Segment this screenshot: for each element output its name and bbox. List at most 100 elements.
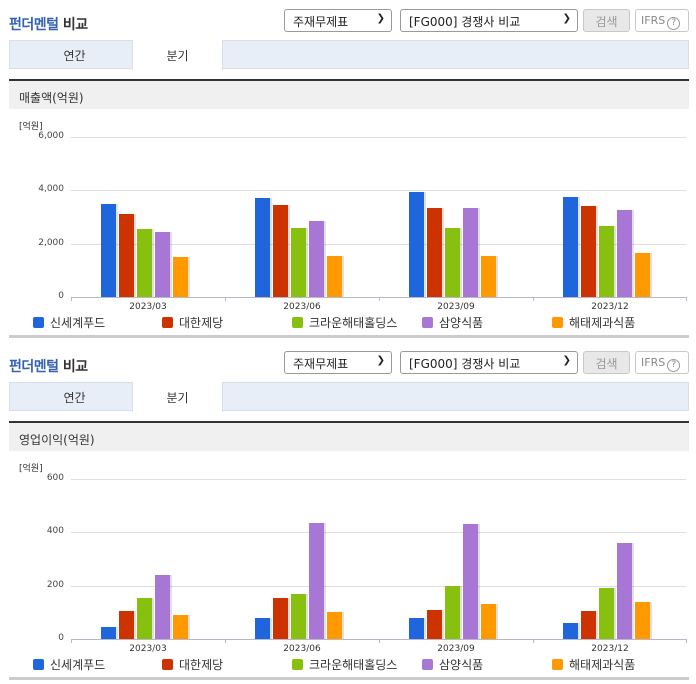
- bar[interactable]: [581, 206, 596, 297]
- title-rest: 비교: [58, 359, 88, 375]
- legend-item[interactable]: 해태제과식품: [552, 656, 635, 673]
- bar[interactable]: [255, 198, 270, 297]
- x-tick-label: 2023/12: [591, 302, 629, 312]
- bar[interactable]: [445, 586, 460, 639]
- bar[interactable]: [427, 208, 442, 297]
- legend-swatch-icon: [33, 659, 44, 670]
- gridline: [71, 532, 686, 534]
- bar[interactable]: [273, 598, 288, 639]
- gridline: [71, 137, 686, 138]
- statement-type-select[interactable]: 주재무제표 ❯: [284, 351, 392, 374]
- compare-group-select[interactable]: [FG000] 경쟁사 비교 ❯: [400, 351, 578, 374]
- bar[interactable]: [291, 228, 306, 297]
- bar[interactable]: [155, 575, 170, 639]
- x-tick-label: 2023/12: [591, 644, 629, 654]
- title-rest: 비교: [58, 17, 88, 33]
- tab-quarterly[interactable]: 분기: [132, 40, 223, 70]
- help-icon[interactable]: ?: [667, 359, 681, 372]
- legend-label: 해태제과식품: [569, 658, 636, 672]
- bar[interactable]: [173, 257, 188, 297]
- bar[interactable]: [137, 229, 152, 297]
- legend-item[interactable]: 해태제과식품: [552, 314, 635, 331]
- ifrs-button[interactable]: IFRS?: [635, 9, 689, 32]
- x-tick-mark: [379, 297, 380, 301]
- legend-item[interactable]: 삼양식품: [422, 656, 483, 673]
- legend-label: 신세계푸드: [50, 658, 106, 672]
- bar[interactable]: [563, 623, 578, 639]
- compare-group-select[interactable]: [FG000] 경쟁사 비교 ❯: [400, 9, 578, 32]
- legend-item[interactable]: 삼양식품: [422, 314, 483, 331]
- y-tick-label: 0: [58, 291, 64, 301]
- bar[interactable]: [581, 611, 596, 639]
- bar[interactable]: [463, 208, 478, 297]
- x-tick-label: 2023/06: [283, 302, 321, 312]
- legend-swatch-icon: [422, 659, 433, 670]
- section-title: 펀더멘털 비교: [9, 14, 88, 34]
- x-tick-mark: [686, 297, 687, 301]
- bar[interactable]: [255, 618, 270, 639]
- help-icon[interactable]: ?: [667, 17, 681, 30]
- ifrs-button[interactable]: IFRS?: [635, 351, 689, 374]
- bar[interactable]: [101, 204, 116, 297]
- section-header: 펀더멘털 비교 주재무제표 ❯ [FG000] 경쟁사 비교 ❯ 검색 IFRS?: [0, 342, 696, 382]
- legend-swatch-icon: [162, 659, 173, 670]
- x-tick-mark: [533, 639, 534, 643]
- tab-annual[interactable]: 연간: [63, 49, 86, 63]
- bar[interactable]: [617, 543, 632, 639]
- legend-item[interactable]: 대한제당: [162, 314, 223, 331]
- statement-type-select[interactable]: 주재무제표 ❯: [284, 9, 392, 32]
- x-axis: [71, 297, 686, 298]
- bar[interactable]: [635, 253, 650, 297]
- bar-chart: [억원] 6,000 4,000 2,000 0 2023/03 2023/06 2023/…: [0, 109, 696, 312]
- bar[interactable]: [599, 588, 614, 639]
- y-tick-label: 200: [46, 579, 64, 590]
- chart-legend: 신세계푸드 대한제당 크라운해태홀딩스 삼양식품 해태제과식품: [0, 653, 696, 673]
- divider: [9, 79, 689, 81]
- legend-label: 크라운해태홀딩스: [309, 316, 398, 330]
- bar[interactable]: [617, 210, 632, 297]
- bar[interactable]: [481, 604, 496, 639]
- chevron-down-icon: ❯: [562, 355, 571, 366]
- x-tick-label: 2023/09: [437, 644, 475, 654]
- bar[interactable]: [463, 524, 478, 639]
- legend-item[interactable]: 신세계푸드: [33, 314, 105, 331]
- bar[interactable]: [409, 618, 424, 639]
- bar[interactable]: [563, 197, 578, 297]
- bar[interactable]: [309, 523, 324, 639]
- x-tick-label: 2023/09: [437, 302, 475, 312]
- metric-label: 영업이익(억원): [9, 423, 689, 451]
- bar[interactable]: [481, 256, 496, 297]
- period-tabs: 연간 분기: [9, 40, 689, 70]
- x-tick-mark: [71, 639, 72, 643]
- legend-item[interactable]: 크라운해태홀딩스: [292, 656, 397, 673]
- bar[interactable]: [635, 602, 650, 639]
- legend-item[interactable]: 크라운해태홀딩스: [292, 314, 397, 331]
- bar[interactable]: [101, 627, 116, 639]
- bar[interactable]: [173, 615, 188, 639]
- legend-item[interactable]: 신세계푸드: [33, 656, 105, 673]
- bar[interactable]: [327, 256, 342, 297]
- bar[interactable]: [291, 594, 306, 639]
- bar[interactable]: [155, 232, 170, 297]
- bar[interactable]: [137, 598, 152, 639]
- bar[interactable]: [119, 611, 134, 639]
- tab-quarterly[interactable]: 분기: [132, 382, 223, 412]
- legend-swatch-icon: [292, 659, 303, 670]
- bar[interactable]: [327, 612, 342, 639]
- bar[interactable]: [273, 205, 288, 297]
- period-tabs: 연간 분기: [9, 382, 689, 412]
- legend-item[interactable]: 대한제당: [162, 656, 223, 673]
- tab-annual[interactable]: 연간: [63, 391, 86, 405]
- section-header: 펀더멘털 비교 주재무제표 ❯ [FG000] 경쟁사 비교 ❯ 검색 IFRS?: [0, 0, 696, 40]
- title-highlight: 펀더멘털: [9, 359, 59, 375]
- bar[interactable]: [309, 221, 324, 297]
- search-button[interactable]: 검색: [583, 9, 630, 32]
- bar-chart: [억원] 600 400 200 0 2023/03 2023/06 2023/09 2023…: [0, 451, 696, 654]
- bar[interactable]: [119, 214, 134, 297]
- statement-type-value: 주재무제표: [293, 357, 349, 371]
- bar[interactable]: [445, 228, 460, 297]
- bar[interactable]: [409, 192, 424, 297]
- bar[interactable]: [599, 226, 614, 297]
- bar[interactable]: [427, 610, 442, 639]
- search-button[interactable]: 검색: [583, 351, 630, 374]
